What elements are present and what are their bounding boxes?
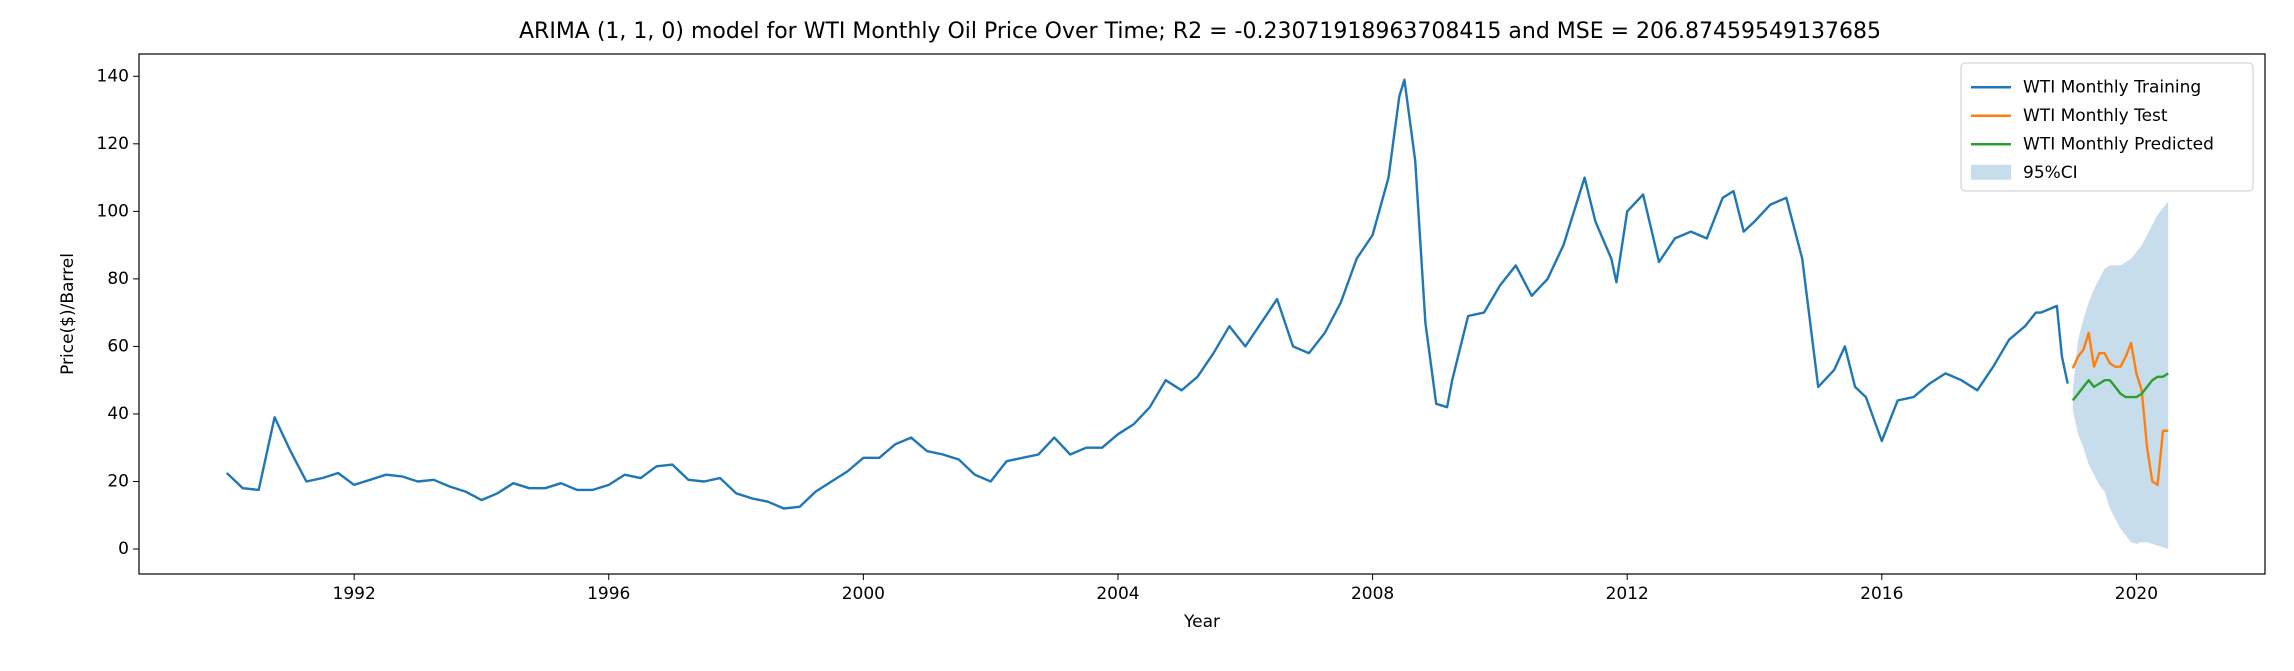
legend-label: 95%CI bbox=[2023, 163, 2078, 183]
legend-label: WTI Monthly Predicted bbox=[2023, 134, 2214, 154]
x-tick-label: 2012 bbox=[1606, 584, 1649, 604]
legend-box bbox=[1960, 62, 2254, 192]
confidence-band bbox=[2072, 201, 2169, 549]
y-axis-label: Price($)/Barrel bbox=[58, 253, 78, 375]
x-axis-label: Year bbox=[1183, 612, 1220, 632]
x-tick-label: 2016 bbox=[1860, 584, 1903, 604]
y-tick-label: 40 bbox=[107, 404, 129, 424]
y-tick-label: 140 bbox=[97, 66, 129, 86]
y-tick-label: 80 bbox=[107, 269, 129, 289]
x-tick-label: 1992 bbox=[333, 584, 376, 604]
chart-title: ARIMA (1, 1, 0) model for WTI Monthly Oi… bbox=[519, 19, 1881, 44]
legend-label: WTI Monthly Test bbox=[2023, 106, 2168, 126]
x-tick-label: 2020 bbox=[2115, 584, 2158, 604]
legend-label: WTI Monthly Training bbox=[2023, 77, 2201, 97]
line bbox=[225, 78, 2069, 510]
y-tick-label: 120 bbox=[97, 134, 129, 154]
x-tick-label: 2000 bbox=[842, 584, 885, 604]
y-tick-label: 0 bbox=[118, 539, 129, 559]
y-tick-label: 100 bbox=[97, 201, 129, 221]
legend-swatch bbox=[1971, 164, 2011, 180]
x-tick-label: 2004 bbox=[1096, 584, 1139, 604]
x-tick-label: 2008 bbox=[1351, 584, 1394, 604]
y-tick-label: 20 bbox=[107, 471, 129, 491]
line bbox=[2071, 331, 2169, 487]
plot-frame bbox=[138, 53, 2266, 575]
y-tick-label: 60 bbox=[107, 336, 129, 356]
legend: WTI Monthly Training WTI Monthly Test WTI … bbox=[1960, 62, 2254, 192]
x-tick-label: 1996 bbox=[587, 584, 630, 604]
line bbox=[2071, 372, 2169, 402]
